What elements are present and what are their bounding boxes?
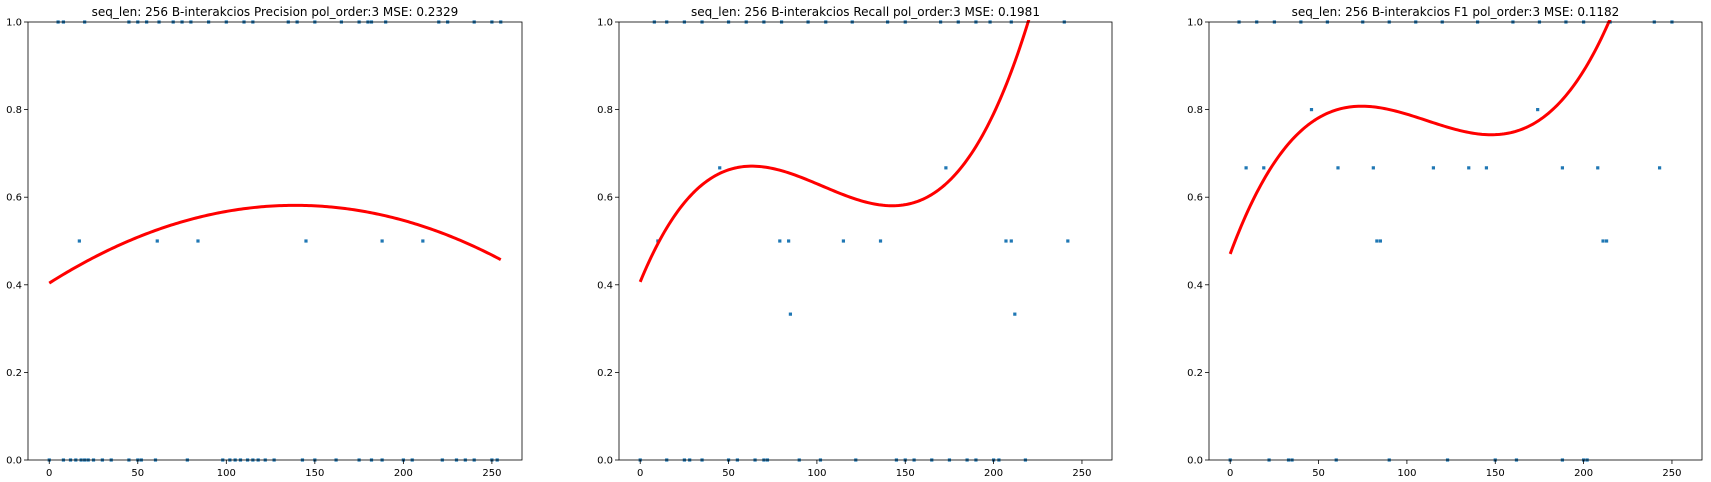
x-tick-label: 200 (1574, 468, 1593, 479)
y-tick-label: 0.0 (597, 456, 613, 467)
data-point (841, 239, 846, 243)
y-tick-label: 1.0 (597, 18, 613, 29)
data-point (944, 166, 948, 170)
y-tick-label: 0.6 (1187, 193, 1203, 204)
chart-title: seq_len: 256 B-interakcios F1 pol_order:… (1292, 5, 1620, 19)
x-tick-label: 150 (1486, 468, 1505, 479)
data-point (155, 239, 159, 243)
data-point (718, 166, 722, 170)
data-point (778, 239, 782, 243)
x-tick-label: 250 (482, 468, 501, 479)
data-point (304, 239, 308, 243)
data-point (1596, 166, 1600, 170)
data-point (1604, 239, 1609, 243)
scatter-points (47, 20, 503, 462)
y-tick-label: 1.0 (1187, 18, 1203, 29)
chart-title: seq_len: 256 B-interakcios Precision pol… (92, 5, 459, 19)
x-tick-label: 200 (394, 468, 413, 479)
data-point (788, 312, 793, 316)
y-tick-label: 0.2 (597, 368, 613, 379)
axes-frame (618, 21, 1113, 461)
x-tick-label: 0 (46, 468, 52, 479)
chart-panel-1: 0 50 100 150 200 250 0.0 0.2 0.4 0.6 0.8 1.0 seq_len… (6, 5, 523, 479)
data-point (421, 239, 425, 243)
fit-line (1228, 20, 1612, 255)
chart-panel-3: 0 50 100 150 200 250 0.0 0.2 0.4 0.6 0.8 1.0 seq_len… (1187, 5, 1703, 479)
data-point (1309, 108, 1314, 112)
y-tick-label: 0.8 (1187, 105, 1203, 116)
y-tick-label: 0.8 (597, 105, 613, 116)
x-tick-label: 250 (1072, 468, 1091, 479)
x-tick-label: 50 (131, 468, 144, 479)
fit-line (48, 203, 502, 285)
data-point (1378, 239, 1383, 243)
x-tick-label: 50 (722, 468, 735, 479)
x-tick-label: 150 (896, 468, 915, 479)
data-point (1484, 166, 1489, 170)
x-tick-label: 250 (1662, 468, 1681, 479)
x-tick-label: 0 (637, 468, 643, 479)
data-point (1009, 239, 1013, 243)
data-point (1066, 239, 1070, 243)
data-point (1657, 166, 1662, 170)
data-point (878, 239, 883, 243)
y-tick-label: 0.4 (597, 280, 613, 291)
scatter-points (1228, 20, 1674, 462)
data-point (1560, 166, 1565, 170)
axes-frame (1208, 21, 1703, 461)
data-point (1601, 239, 1605, 243)
x-tick-label: 100 (807, 468, 826, 479)
x-tick-label: 100 (217, 468, 236, 479)
y-tick-label: 0.6 (597, 193, 613, 204)
x-tick-label: 200 (984, 468, 1003, 479)
data-point (77, 239, 81, 243)
x-tick-label: 0 (1227, 468, 1233, 479)
y-tick-label: 0.8 (6, 105, 22, 116)
chart-panel-2: 0 50 100 150 200 250 0.0 0.2 0.4 0.6 0.8 1.0 seq_len… (597, 5, 1113, 479)
x-tick-label: 100 (1397, 468, 1416, 479)
data-point (380, 239, 384, 243)
data-point (1371, 166, 1375, 170)
y-tick-label: 0.4 (1187, 280, 1203, 291)
y-tick-label: 0.2 (1187, 368, 1203, 379)
data-point (1431, 166, 1436, 170)
data-point (1262, 166, 1266, 170)
axes-frame (27, 21, 523, 461)
data-point (196, 239, 200, 243)
y-tick-label: 0.0 (1187, 456, 1203, 467)
y-tick-label: 0.2 (6, 368, 22, 379)
fit-line (638, 20, 1031, 283)
y-tick-label: 0.6 (6, 193, 22, 204)
y-tick-label: 1.0 (6, 18, 22, 29)
data-point (1375, 239, 1379, 243)
data-point (1004, 239, 1008, 243)
x-tick-label: 150 (305, 468, 324, 479)
y-tick-label: 0.4 (6, 280, 22, 291)
y-tick-label: 0.0 (6, 456, 22, 467)
data-point (787, 239, 791, 243)
data-point (1013, 312, 1017, 316)
data-point (1536, 108, 1540, 112)
x-tick-label: 50 (1312, 468, 1325, 479)
data-point (1336, 166, 1340, 170)
data-point (1467, 166, 1471, 170)
chart-title: seq_len: 256 B-interakcios Recall pol_or… (691, 5, 1040, 19)
data-point (1244, 166, 1248, 170)
